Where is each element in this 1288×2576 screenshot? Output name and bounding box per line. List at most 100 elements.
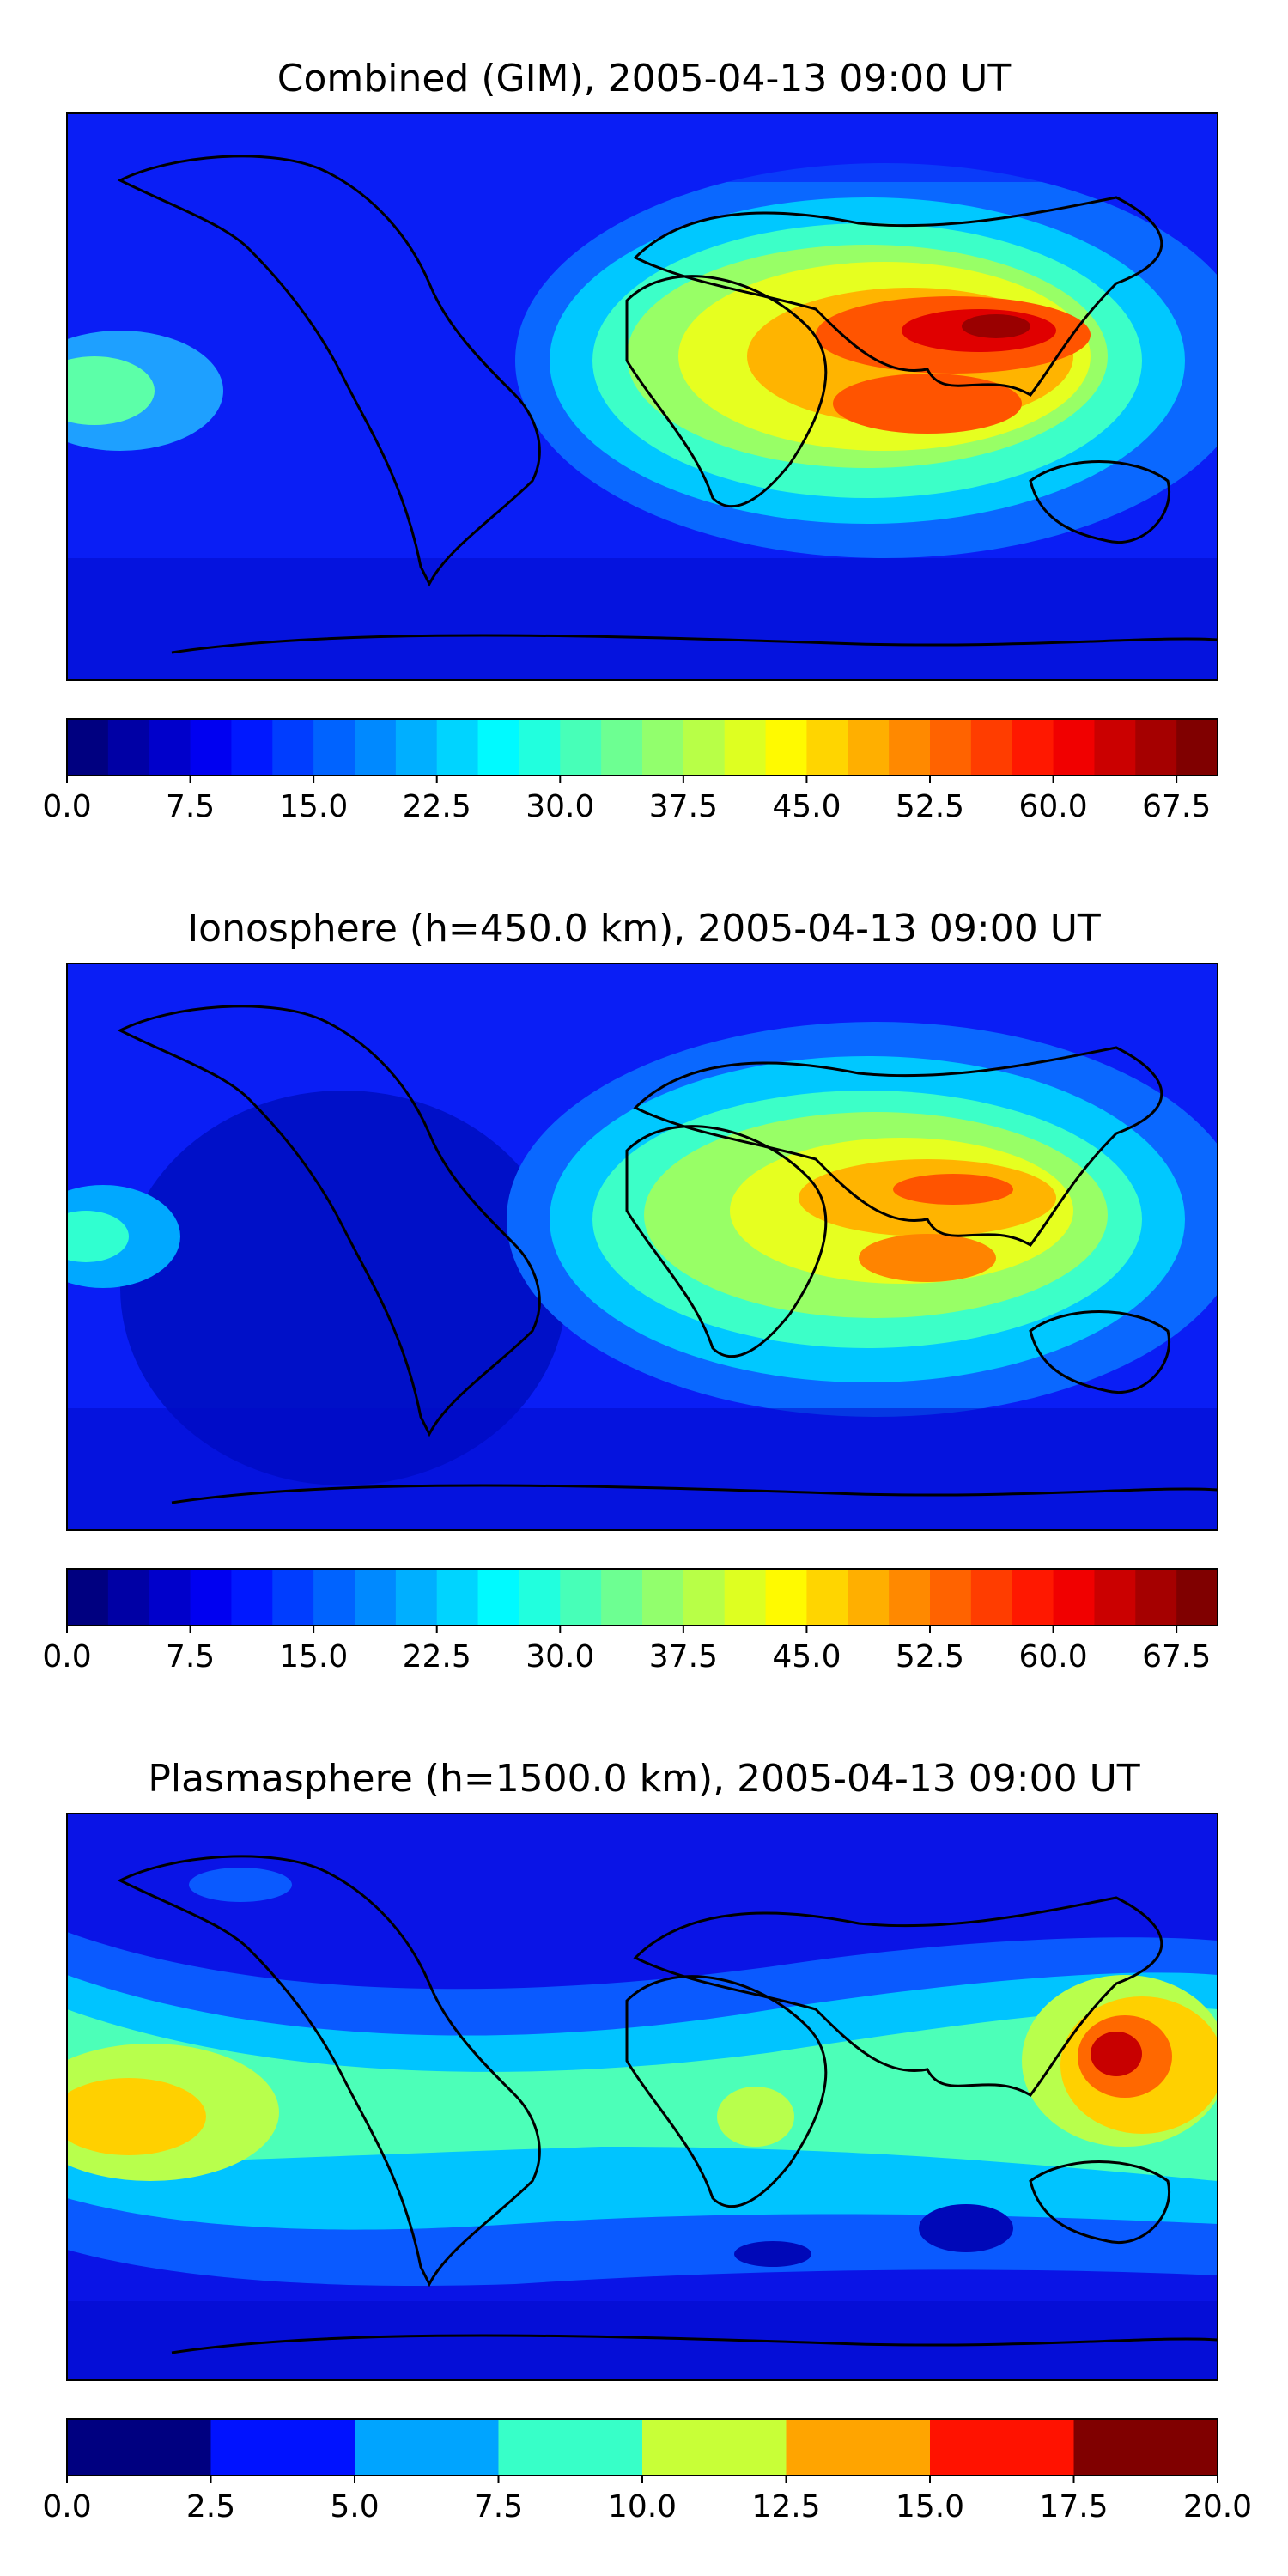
colorbar-segment bbox=[642, 719, 684, 775]
colorbar-tick-label: 15.0 bbox=[279, 1639, 348, 1674]
colorbar-segment bbox=[642, 2419, 787, 2476]
colorbar-segment bbox=[436, 1569, 479, 1625]
colorbar-tick-label: 60.0 bbox=[1018, 789, 1087, 824]
colorbar-segment bbox=[355, 1569, 397, 1625]
colorbar-tick-label: 7.5 bbox=[166, 789, 215, 824]
colorbar-segment bbox=[395, 719, 438, 775]
colorbar-frame bbox=[66, 718, 1218, 776]
colorbar-segment bbox=[724, 719, 767, 775]
colorbar-segment bbox=[1094, 719, 1136, 775]
colorbar-segment bbox=[1012, 1569, 1054, 1625]
colorbar-segment bbox=[786, 2419, 931, 2476]
colorbar-segment bbox=[930, 1569, 972, 1625]
colorbar-tick-label: 52.5 bbox=[896, 1639, 964, 1674]
colorbar-tick-label: 60.0 bbox=[1018, 1639, 1087, 1674]
colorbar-tick-label: 20.0 bbox=[1183, 2489, 1252, 2524]
colorbar-tick-label: 30.0 bbox=[526, 1639, 594, 1674]
map-panel-ionosphere bbox=[66, 963, 1218, 1531]
colorbar-tick-label: 7.5 bbox=[474, 2489, 523, 2524]
colorbar-segment bbox=[498, 2419, 643, 2476]
colorbar-tick-label: 37.5 bbox=[649, 1639, 718, 1674]
colorbar-segment bbox=[806, 1569, 848, 1625]
colorbar-tick-label: 15.0 bbox=[279, 789, 348, 824]
colorbar-tick-label: 22.5 bbox=[403, 789, 471, 824]
colorbar-segment bbox=[477, 1569, 520, 1625]
colorbar-segment bbox=[67, 1569, 109, 1625]
colorbar-tick-label: 37.5 bbox=[649, 789, 718, 824]
colorbar-segment bbox=[560, 1569, 602, 1625]
colorbar-tick-label: 10.0 bbox=[608, 2489, 677, 2524]
colorbar-tick-label: 52.5 bbox=[896, 789, 964, 824]
colorbar-segment bbox=[1135, 719, 1177, 775]
colorbar-segment bbox=[107, 719, 150, 775]
colorbar-segment bbox=[190, 1569, 233, 1625]
colorbar-segment bbox=[930, 719, 972, 775]
colorbar-segment bbox=[765, 719, 808, 775]
colorbar-segment bbox=[683, 1569, 726, 1625]
colorbar-segment bbox=[848, 1569, 890, 1625]
colorbar-frame bbox=[66, 1568, 1218, 1626]
colorbar-tick-label: 2.5 bbox=[186, 2489, 235, 2524]
colorbar-segment bbox=[313, 1569, 355, 1625]
colorbar-segment bbox=[765, 1569, 808, 1625]
colorbar-segment bbox=[355, 719, 397, 775]
colorbar-segment bbox=[970, 719, 1013, 775]
colorbar-segment bbox=[67, 2419, 212, 2476]
map-panel-combined bbox=[66, 112, 1218, 681]
colorbar-segment bbox=[67, 719, 109, 775]
colorbar-segment bbox=[149, 719, 191, 775]
colorbar-segment bbox=[190, 719, 233, 775]
colorbar-segment bbox=[436, 719, 479, 775]
colorbar-segment bbox=[1053, 1569, 1096, 1625]
colorbar-segment bbox=[848, 719, 890, 775]
colorbar-segment bbox=[107, 1569, 150, 1625]
colorbar-tick-label: 0.0 bbox=[42, 2489, 91, 2524]
colorbar-segment bbox=[477, 719, 520, 775]
colorbar-segment bbox=[601, 719, 643, 775]
colorbar-segment bbox=[355, 2419, 500, 2476]
colorbar-tick-label: 22.5 bbox=[403, 1639, 471, 1674]
colorbar-tick-label: 15.0 bbox=[896, 2489, 964, 2524]
colorbar-ionosphere: 0.0 7.5 15.0 22.5 30.0 37.5 45.0 52.5 60.0 67.5 bbox=[42, 1568, 1218, 1674]
colorbar-segment bbox=[601, 1569, 643, 1625]
colorbar-segment bbox=[272, 1569, 314, 1625]
colorbar-segment bbox=[1135, 1569, 1177, 1625]
colorbar-segment bbox=[210, 2419, 355, 2476]
colorbar-segment bbox=[231, 1569, 273, 1625]
colorbar-tick-label: 7.5 bbox=[166, 1639, 215, 1674]
colorbar-segment bbox=[683, 719, 726, 775]
coastlines bbox=[117, 1855, 1218, 2354]
colorbar-segment bbox=[930, 2419, 1075, 2476]
colorbar-segment bbox=[1053, 719, 1096, 775]
colorbar-segment bbox=[519, 1569, 561, 1625]
colorbar-segment bbox=[395, 1569, 438, 1625]
colorbar-segment bbox=[1073, 2419, 1218, 2476]
colorbar-tick-label: 67.5 bbox=[1142, 1639, 1211, 1674]
colorbar-segment bbox=[889, 1569, 931, 1625]
coastlines bbox=[117, 155, 1218, 654]
colorbar-segment bbox=[1176, 1569, 1218, 1625]
colorbar-tick-label: 67.5 bbox=[1142, 789, 1211, 824]
colorbar-tick-label: 5.0 bbox=[330, 2489, 379, 2524]
colorbar-segment bbox=[313, 719, 355, 775]
colorbar-segment bbox=[272, 719, 314, 775]
colorbar-segment bbox=[519, 719, 561, 775]
panel-3-title: Plasmasphere (h=1500.0 km), 2005-04-13 0… bbox=[148, 1757, 1140, 1801]
colorbar-segment bbox=[1176, 719, 1218, 775]
colorbar-segment bbox=[970, 1569, 1013, 1625]
colorbar-tick-label: 0.0 bbox=[42, 1639, 91, 1674]
panel-2-title: Ionosphere (h=450.0 km), 2005-04-13 09:0… bbox=[187, 907, 1101, 951]
panel-1-title: Combined (GIM), 2005-04-13 09:00 UT bbox=[276, 57, 1012, 100]
colorbar-segment bbox=[231, 719, 273, 775]
colorbar-segment bbox=[1012, 719, 1054, 775]
colorbar-tick-label: 45.0 bbox=[772, 789, 841, 824]
colorbar-tick-label: 17.5 bbox=[1039, 2489, 1108, 2524]
colorbar-tick-label: 12.5 bbox=[751, 2489, 820, 2524]
colorbar-combined: 0.0 7.5 15.0 22.5 30.0 37.5 45.0 52.5 60.0 67.5 bbox=[42, 718, 1218, 824]
colorbar-segment bbox=[724, 1569, 767, 1625]
colorbar-segment bbox=[1094, 1569, 1136, 1625]
colorbar-tick-label: 0.0 bbox=[42, 789, 91, 824]
colorbar-segment bbox=[149, 1569, 191, 1625]
colorbar-tick-label: 30.0 bbox=[526, 789, 594, 824]
